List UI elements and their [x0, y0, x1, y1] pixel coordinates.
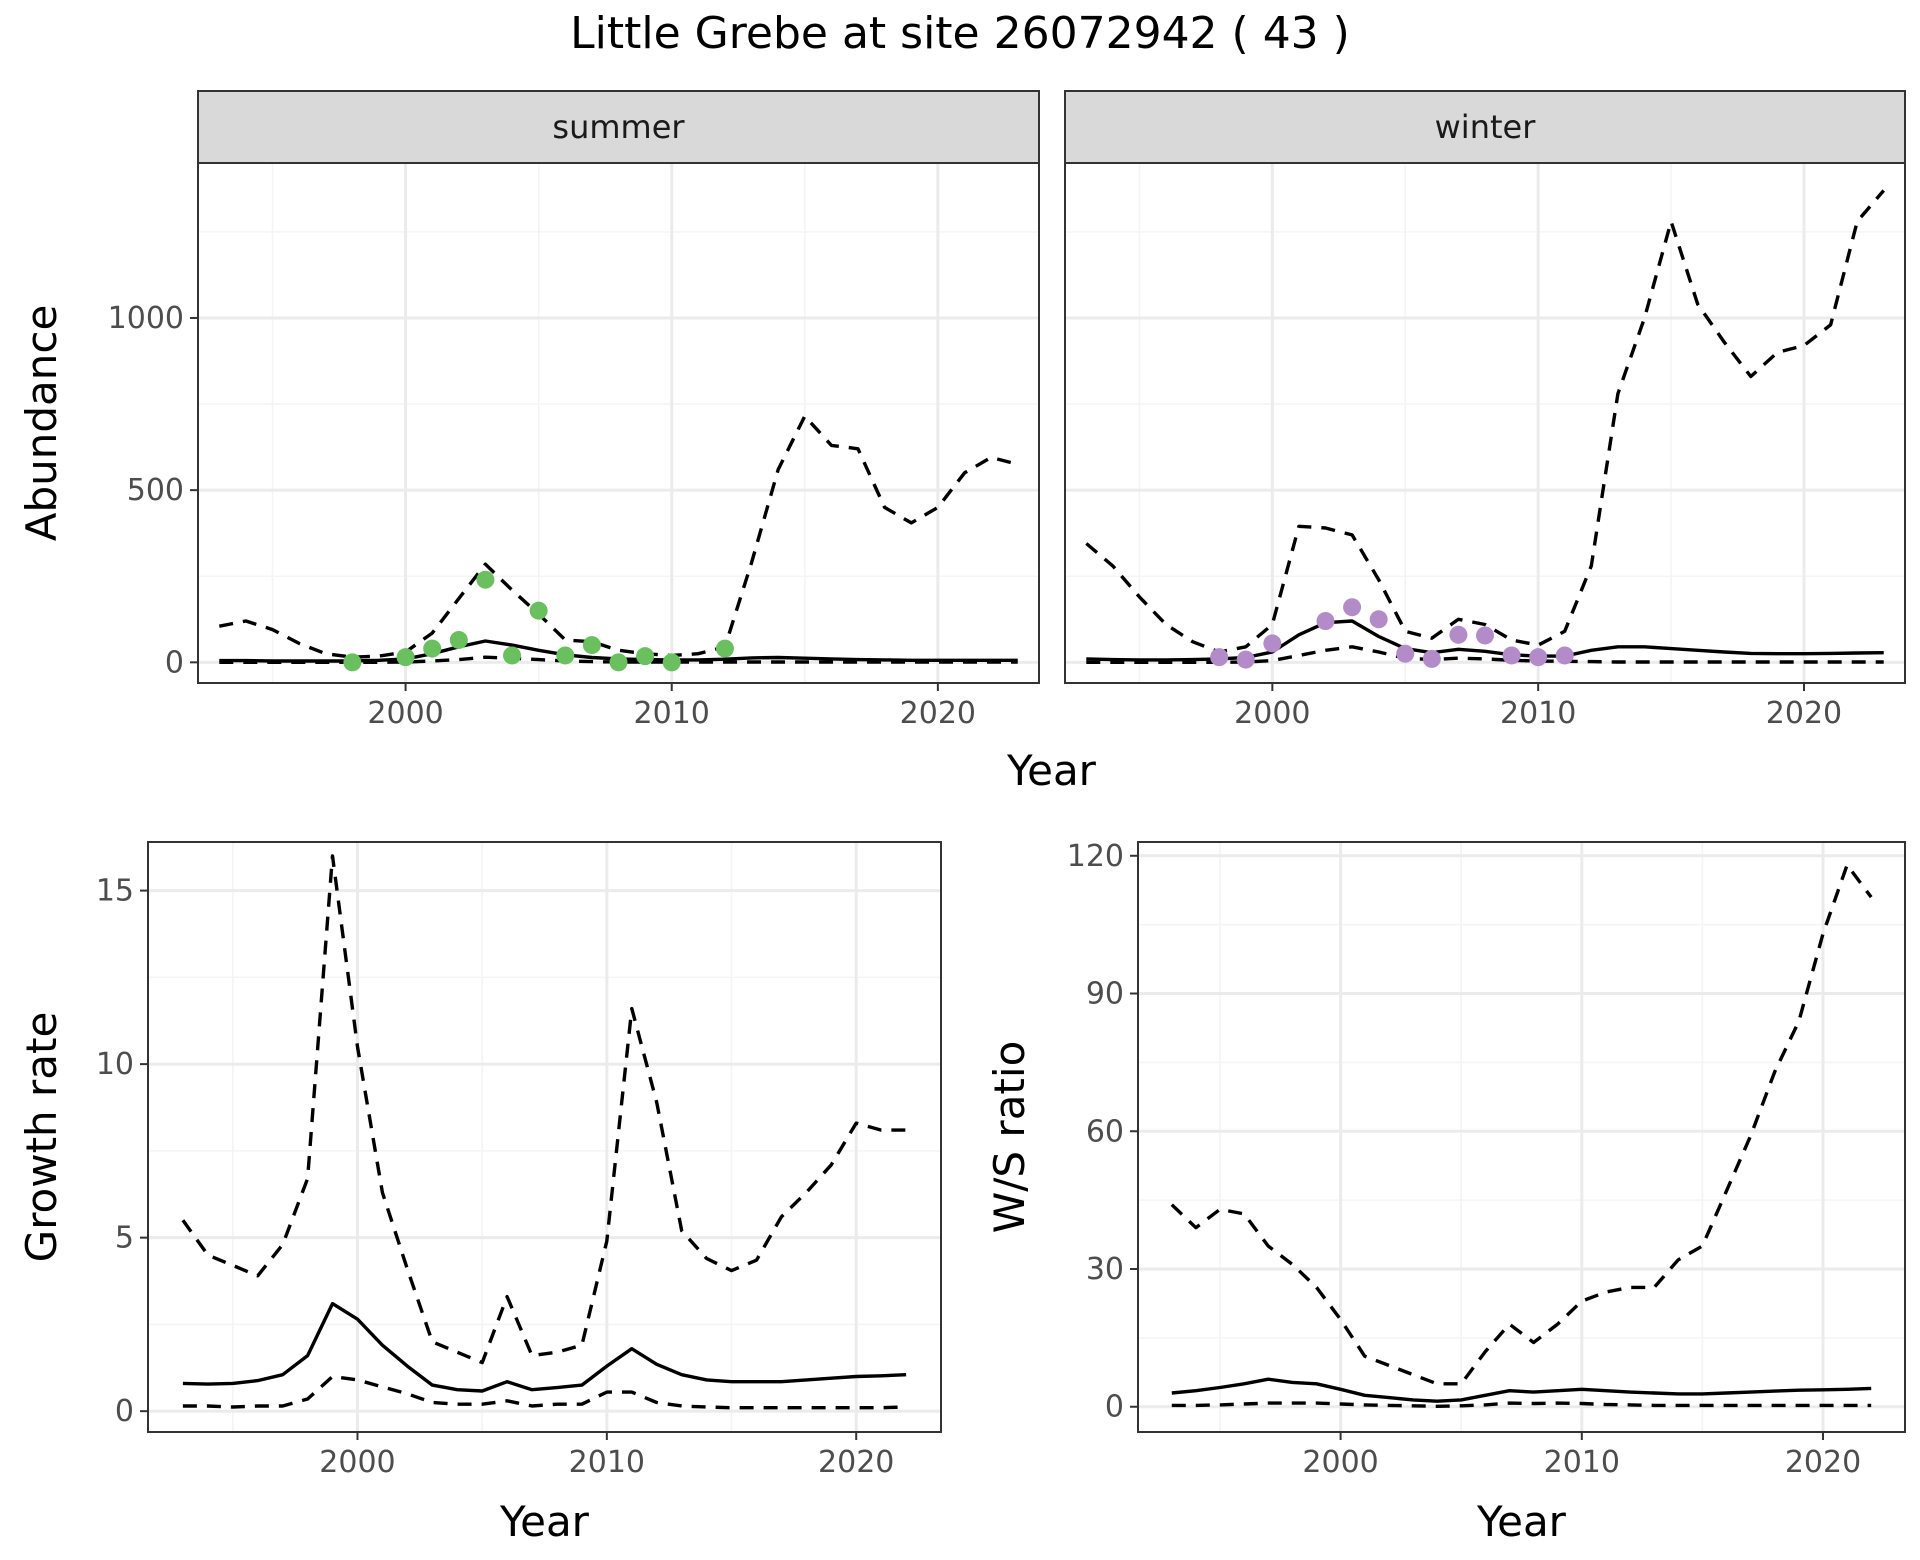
abundance-summer-ytick-label: 1000 — [108, 301, 184, 336]
abundance-summer-observed-point — [636, 647, 655, 666]
growth-xtick-label: 2010 — [569, 1445, 645, 1480]
ratio-ytick-label: 30 — [1086, 1252, 1124, 1287]
abundance-y-axis-title: Abundance — [17, 305, 66, 542]
growth-y-axis-title: Growth rate — [17, 1012, 66, 1263]
abundance-summer-observed-point — [476, 570, 495, 589]
growth-panel-bg — [148, 842, 941, 1432]
growth-ytick-label: 10 — [96, 1047, 134, 1082]
abundance-summer-panel-bg — [198, 163, 1039, 683]
abundance-summer-observed-point — [556, 646, 575, 665]
growth-x-axis-title: Year — [499, 1497, 590, 1546]
abundance-winter-observed-point — [1210, 648, 1229, 667]
ratio-y-axis-title: W/S ratio — [985, 1041, 1034, 1234]
abundance-summer-observed-point-group — [343, 570, 734, 672]
abundance-winter-panel-bg — [1065, 163, 1905, 683]
abundance-winter-xtick-label: 2020 — [1766, 696, 1842, 731]
abundance-summer-observed-point — [582, 636, 601, 655]
abundance-winter-observed-point-group — [1210, 598, 1574, 669]
abundance-x-axis-title: Year — [1006, 746, 1097, 795]
abundance-winter-xtick-label: 2010 — [1500, 696, 1576, 731]
growth-upper-line — [181, 854, 907, 1365]
abundance-summer-series — [218, 414, 1019, 672]
ratio-xtick-label: 2020 — [1785, 1445, 1861, 1480]
ratio-xtick-label: 2010 — [1544, 1445, 1620, 1480]
abundance-winter-xtick-label: 2000 — [1234, 696, 1310, 731]
abundance-summer-observed-point — [609, 653, 628, 672]
abundance-summer-ytick-label: 500 — [127, 473, 184, 508]
figure-title: Little Grebe at site 26072942 ( 43 ) — [570, 8, 1350, 59]
abundance-winter-observed-point — [1369, 610, 1388, 629]
growth-series — [181, 854, 907, 1410]
abundance-summer-strip — [197, 90, 1040, 164]
abundance-summer-observed-point — [529, 601, 548, 620]
ratio-lower-line — [1171, 1401, 1872, 1409]
growth-border — [147, 841, 942, 1433]
abundance-summer-ytick-label: 0 — [165, 645, 184, 680]
abundance-summer-observed-point — [423, 639, 442, 658]
abundance-summer-observed-point — [662, 653, 681, 672]
growth-ytick-label: 5 — [115, 1221, 134, 1256]
ratio-ytick-label: 120 — [1067, 839, 1124, 874]
ratio-border — [1137, 841, 1906, 1433]
abundance-summer-xtick-label: 2020 — [900, 696, 976, 731]
ratio-panel-bg — [1138, 842, 1905, 1432]
abundance-winter-observed-point — [1316, 612, 1335, 631]
ratio-ytick-label: 90 — [1086, 977, 1124, 1012]
abundance-summer-xtick-label: 2010 — [634, 696, 710, 731]
abundance-summer-upper-line — [218, 414, 1019, 659]
abundance-summer-observed-point — [715, 639, 734, 658]
growth-xtick-label: 2000 — [319, 1445, 395, 1480]
abundance-winter-observed-point — [1476, 626, 1494, 645]
abundance-summer-observed-point — [396, 648, 415, 667]
abundance-summer-observed-point — [503, 646, 522, 665]
abundance-summer-xtick-label: 2000 — [367, 696, 443, 731]
abundance-winter-observed-point — [1343, 598, 1362, 617]
abundance-winter-observed-point — [1396, 644, 1415, 663]
abundance-winter-observed-point — [1529, 648, 1548, 667]
abundance-winter-observed-point — [1422, 649, 1441, 668]
abundance-summer-observed-point — [343, 653, 362, 672]
growth-ytick-label: 15 — [96, 874, 134, 909]
abundance-winter-observed-point — [1502, 646, 1521, 665]
abundance-winter-observed-point — [1263, 634, 1282, 653]
ratio-upper-line — [1170, 863, 1873, 1386]
abundance-winter-observed-point — [1236, 650, 1255, 669]
ratio-xtick-label: 2000 — [1302, 1445, 1378, 1480]
ratio-estimate-line — [1171, 1377, 1872, 1403]
ratio-ytick-label: 60 — [1086, 1114, 1124, 1149]
ratio-grid — [1138, 842, 1905, 1432]
ratio-series — [1170, 863, 1873, 1409]
abundance-winter-strip-label: winter — [1435, 108, 1537, 146]
abundance-summer-observed-point — [449, 630, 468, 649]
growth-ytick-label: 0 — [115, 1394, 134, 1429]
abundance-winter-strip — [1064, 90, 1906, 164]
growth-grid — [148, 842, 941, 1432]
growth-xtick-label: 2020 — [818, 1445, 894, 1480]
growth-estimate-line — [182, 1301, 907, 1393]
growth-lower-line — [182, 1374, 907, 1410]
abundance-winter-observed-point — [1449, 625, 1468, 644]
abundance-summer-strip-label: summer — [552, 108, 685, 146]
ratio-x-axis-title: Year — [1476, 1497, 1567, 1546]
abundance-winter-observed-point — [1555, 646, 1574, 665]
abundance-winter-series — [1085, 189, 1885, 669]
ratio-ytick-label: 0 — [1105, 1390, 1124, 1425]
